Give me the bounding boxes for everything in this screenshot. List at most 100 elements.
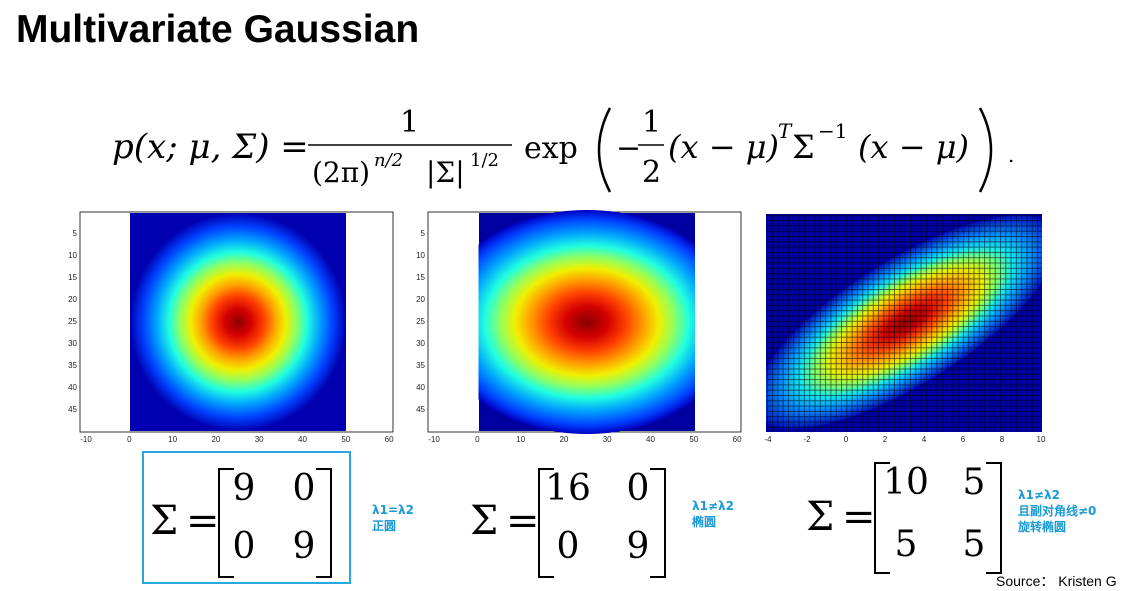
quad-T: T xyxy=(778,119,793,143)
frac-den-exp2: 1/2 xyxy=(470,150,499,171)
tick-label: -10 xyxy=(80,435,92,444)
tick-label: 2 xyxy=(883,435,888,444)
gaussian-formula: p(x; μ, Σ) = 1 (2π) n/2 |Σ| 1/2 exp − 1 … xyxy=(112,100,1032,200)
half-minus: − xyxy=(616,131,641,166)
note-line: λ1≠λ2 xyxy=(1018,487,1096,503)
note-line: 且副对角线≠0 xyxy=(1018,503,1096,519)
tick-label: 0 xyxy=(127,435,132,444)
quad-sigma: Σ xyxy=(792,128,815,166)
tick-label: 20 xyxy=(559,435,568,444)
tick-label: 10 xyxy=(1037,435,1046,444)
tick-label: 40 xyxy=(298,435,307,444)
tick-label: 30 xyxy=(255,435,264,444)
matrix-cell: 5 xyxy=(882,524,930,565)
x-tick-labels: -10 0 10 20 30 40 50 60 xyxy=(428,435,742,444)
tick-label: 60 xyxy=(733,435,742,444)
quad-inv: −1 xyxy=(818,119,847,143)
matrix-cell: 16 xyxy=(544,468,592,509)
y-tick-labels: 5 10 15 20 25 30 35 40 45 xyxy=(68,229,77,414)
frac-numerator: 1 xyxy=(400,105,419,140)
matrix-cell: 0 xyxy=(280,468,328,509)
frac-den-exp: n/2 xyxy=(374,150,403,171)
tick-label: 50 xyxy=(689,435,698,444)
tick-label: 20 xyxy=(416,295,425,304)
frac-den-a: (2π) xyxy=(312,156,370,189)
tick-label: 6 xyxy=(961,435,966,444)
tick-label: 10 xyxy=(168,435,177,444)
matrix-note-circle: λ1=λ2 正圆 xyxy=(372,502,414,534)
source-credit: Source： Kristen G xyxy=(996,571,1117,591)
heatmap-ellipse-plot: -10 0 10 20 30 40 50 60 5 10 15 20 25 30 35 40 45 xyxy=(408,210,753,445)
sigma-symbol: Σ xyxy=(470,498,498,544)
x-tick-labels: -10 0 10 20 30 40 50 60 xyxy=(80,435,394,444)
tick-label: 5 xyxy=(421,229,426,238)
tick-label: 0 xyxy=(475,435,480,444)
sigma-symbol: Σ xyxy=(806,494,834,540)
y-tick-labels: 5 10 15 20 25 30 35 40 45 xyxy=(416,229,425,414)
note-line: λ1≠λ2 xyxy=(692,498,734,514)
note-line: λ1=λ2 xyxy=(372,502,414,518)
covariance-matrix-rotated: Σ = 10 5 5 5 xyxy=(804,456,1014,576)
x-tick-labels: -4 -2 0 2 4 6 8 10 xyxy=(764,435,1046,444)
matrix-cell: 0 xyxy=(614,468,662,509)
quad-a: (x − μ) xyxy=(668,128,779,166)
formula-period: . xyxy=(1008,143,1014,167)
tick-label: 40 xyxy=(68,383,77,392)
tick-label: 35 xyxy=(68,361,77,370)
tick-label: -2 xyxy=(803,435,811,444)
tick-label: 30 xyxy=(68,339,77,348)
tick-label: 30 xyxy=(416,339,425,348)
half-num: 1 xyxy=(642,105,661,140)
tick-label: 4 xyxy=(922,435,927,444)
matrix-cell: 0 xyxy=(544,526,592,567)
matrix-cell: 9 xyxy=(614,526,662,567)
equals-sign: = xyxy=(842,494,876,540)
equals-sign: = xyxy=(186,498,220,544)
slide-title: Multivariate Gaussian xyxy=(16,8,419,52)
tick-label: 25 xyxy=(68,317,77,326)
tick-label: 60 xyxy=(385,435,394,444)
matrix-cell: 5 xyxy=(950,462,998,503)
tick-label: 35 xyxy=(416,361,425,370)
matrix-cell: 9 xyxy=(220,468,268,509)
covariance-matrix-ellipse: Σ = 16 0 0 9 xyxy=(468,462,688,582)
tick-label: 20 xyxy=(211,435,220,444)
tick-label: 30 xyxy=(603,435,612,444)
tick-label: 50 xyxy=(341,435,350,444)
tick-label: 10 xyxy=(416,251,425,260)
matrix-note-ellipse: λ1≠λ2 椭圆 xyxy=(692,498,734,530)
tick-label: 45 xyxy=(68,405,77,414)
tick-label: 0 xyxy=(844,435,849,444)
matrix-cell: 0 xyxy=(220,526,268,567)
sigma-symbol: Σ xyxy=(150,498,178,544)
tick-label: 15 xyxy=(68,273,77,282)
equals-sign: = xyxy=(506,498,540,544)
tick-label: 5 xyxy=(73,229,78,238)
note-line: 正圆 xyxy=(372,518,414,534)
half-den: 2 xyxy=(642,155,661,190)
note-line: 椭圆 xyxy=(692,514,734,530)
matrix-cell: 5 xyxy=(950,524,998,565)
covariance-matrix-circle: Σ = 9 0 0 9 xyxy=(148,462,348,582)
tick-label: -10 xyxy=(428,435,440,444)
tick-label: 20 xyxy=(68,295,77,304)
matrix-cell: 10 xyxy=(882,462,930,503)
tick-label: 40 xyxy=(416,383,425,392)
exp-label: exp xyxy=(524,131,578,166)
tick-label: 40 xyxy=(646,435,655,444)
mesh-rotated-plot: -4 -2 0 2 4 6 8 10 xyxy=(762,210,1052,445)
tick-label: 8 xyxy=(1000,435,1005,444)
formula-lhs: p(x; μ, Σ) = xyxy=(112,127,309,167)
matrix-cell: 9 xyxy=(280,526,328,567)
heatmap-circle-plot: -10 0 10 20 30 40 50 60 5 10 15 20 25 30 35 40 45 xyxy=(60,210,405,445)
tick-label: 15 xyxy=(416,273,425,282)
tick-label: 45 xyxy=(416,405,425,414)
quad-b: (x − μ) xyxy=(858,128,969,166)
tick-label: 10 xyxy=(516,435,525,444)
tick-label: 25 xyxy=(416,317,425,326)
matrix-note-rotated: λ1≠λ2 且副对角线≠0 旋转椭圆 xyxy=(1018,487,1096,535)
frac-den-b: |Σ| xyxy=(426,156,465,189)
tick-label: -4 xyxy=(764,435,772,444)
tick-label: 10 xyxy=(68,251,77,260)
note-line: 旋转椭圆 xyxy=(1018,519,1096,535)
